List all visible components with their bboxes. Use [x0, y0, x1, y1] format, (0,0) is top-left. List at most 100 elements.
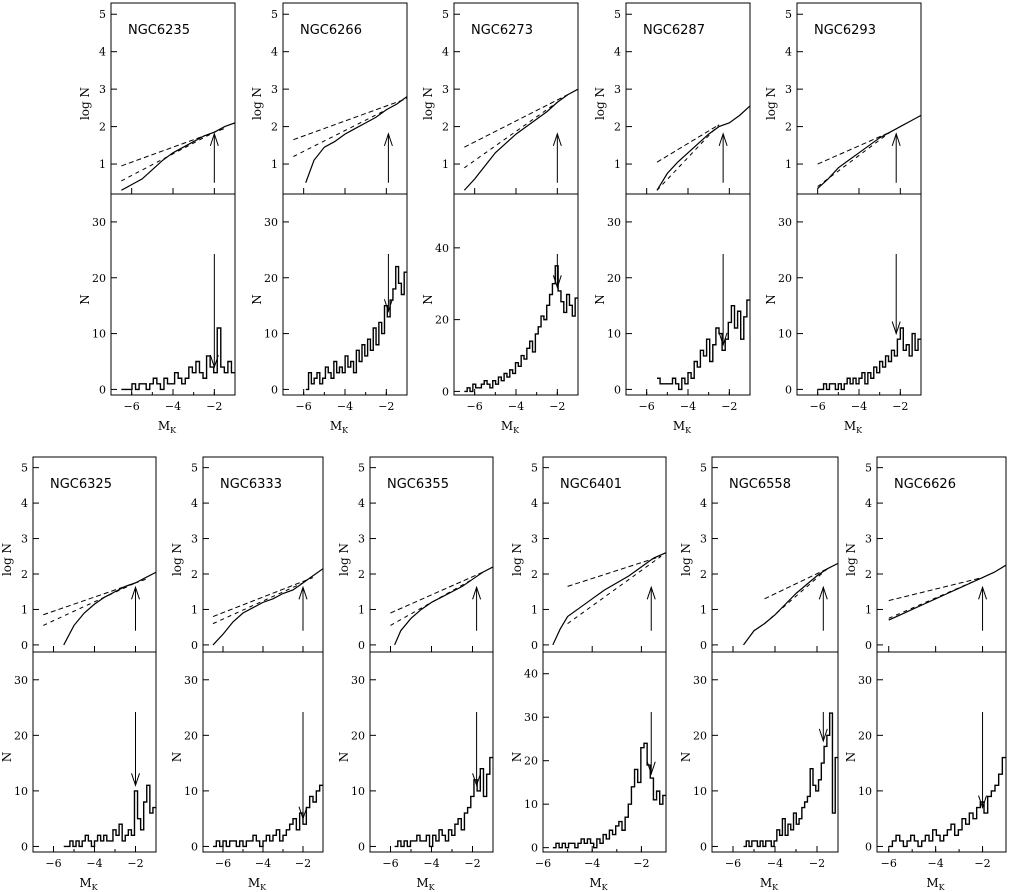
x-tick-label: −6 [382, 857, 398, 870]
y-tick-label-top: 0 [21, 639, 28, 652]
y-tick-label-top: 3 [271, 83, 278, 96]
luminosity-histogram [213, 784, 323, 848]
y-tick-label-bottom: 0 [785, 383, 792, 396]
y-tick-label-top: 3 [531, 533, 538, 546]
y-tick-label-bottom: 20 [184, 729, 198, 742]
panel-ngc6287: NGC6287 −6 −4 −2 1 2 3 4 5 0 10 20 30 MK log N N [593, 2, 751, 435]
panel-ngc6266: NGC6266 −6 −4 −2 1 2 3 4 5 0 10 20 30 MK log N N [250, 2, 408, 435]
y-axis-label-top: log N [250, 87, 264, 120]
y-tick-label-bottom: 20 [858, 729, 872, 742]
rgb-bump-arrow-up-head [891, 132, 901, 147]
rgb-bump-arrow-down-head [718, 332, 728, 347]
log-cumulative-line [394, 566, 493, 646]
x-tick-label: −4 [584, 857, 600, 870]
y-tick-label-top: 2 [358, 568, 365, 581]
y-tick-label-top: 1 [785, 158, 792, 171]
y-tick-label-bottom: 30 [693, 674, 707, 687]
x-axis-label: MK [501, 419, 520, 435]
y-tick-label-bottom: 10 [607, 328, 621, 341]
fit-bright-dashed-line [817, 131, 891, 165]
x-axis-label: MK [330, 419, 349, 435]
cluster-name: NGC6626 [894, 477, 956, 492]
x-tick-label: −2 [549, 400, 565, 413]
log-cumulative-line [888, 564, 1006, 621]
x-tick-label: −2 [809, 857, 825, 870]
x-tick-label: −4 [165, 400, 181, 413]
log-cumulative-line [743, 562, 838, 646]
y-tick-label-top: 1 [700, 603, 707, 616]
x-tick-label: −4 [255, 857, 271, 870]
y-tick-label-bottom: 30 [351, 674, 365, 687]
y-tick-label-top: 0 [700, 639, 707, 652]
y-tick-label-top: 2 [785, 121, 792, 134]
rgb-bump-arrow-down-head [646, 761, 656, 776]
y-tick-label-bottom: 10 [184, 785, 198, 798]
rgb-bump-arrow-down-head [383, 299, 393, 313]
y-axis-label-bottom: N [337, 752, 351, 763]
y-axis-label-top: log N [78, 87, 92, 120]
plot-area [656, 105, 750, 391]
luminosity-histogram [305, 265, 407, 391]
y-axis-label-top: log N [510, 543, 524, 576]
fit-faint-dashed-line [888, 577, 983, 619]
panel-ngc6626: NGC6626 −6 −4 −2 0 1 2 3 4 5 0 10 20 30 MK log N N [844, 456, 1007, 892]
x-axis-label: MK [416, 876, 435, 892]
fit-bright-dashed-line [293, 98, 407, 141]
plot-area [43, 571, 156, 848]
fit-bright-dashed-line [121, 127, 225, 167]
rgb-bump-arrow-up-head [383, 132, 393, 147]
cluster-name: NGC6235 [128, 23, 190, 38]
x-axis-label: MK [158, 419, 177, 435]
y-tick-label-top: 1 [271, 158, 278, 171]
y-axis-label-top: log N [0, 543, 14, 576]
y-tick-label-top: 1 [358, 603, 365, 616]
plot-area [390, 566, 493, 848]
x-tick-label: −6 [296, 400, 312, 413]
y-axis-label-bottom: N [250, 294, 264, 305]
panel-ngc6558: NGC6558 −6 −4 −2 0 1 2 3 4 5 0 10 20 30 MK log N N [679, 456, 839, 892]
y-tick-label-top: 1 [865, 603, 872, 616]
x-axis-label: MK [589, 876, 608, 892]
y-tick-label-top: 4 [191, 497, 198, 510]
fit-faint-dashed-line [817, 131, 891, 187]
y-tick-label-bottom: 10 [693, 785, 707, 798]
y-axis-label-top: log N [170, 543, 184, 576]
rgb-bump-arrow-down-head [472, 773, 482, 787]
y-tick-label-bottom: 0 [191, 840, 198, 853]
y-tick-label-bottom: 0 [442, 385, 449, 398]
cluster-name: NGC6325 [50, 477, 112, 492]
y-tick-label-top: 3 [21, 533, 28, 546]
y-axis-label-bottom: N [78, 294, 92, 305]
x-tick-label: −6 [725, 857, 741, 870]
x-tick-label: −2 [206, 400, 222, 413]
plot-area [817, 114, 921, 391]
x-tick-label: −2 [721, 400, 737, 413]
y-tick-label-bottom: 40 [435, 242, 449, 255]
y-tick-label-top: 5 [271, 8, 278, 21]
y-tick-label-top: 0 [358, 639, 365, 652]
y-axis-label-top: log N [421, 87, 435, 120]
bottom-frame [32, 651, 157, 853]
x-tick-label: −4 [928, 857, 944, 870]
plot-area [293, 96, 407, 391]
x-tick-label: −6 [810, 400, 826, 413]
cluster-name: NGC6355 [387, 477, 449, 492]
fit-bright-dashed-line [656, 124, 720, 163]
rgb-bump-arrow-up-head [646, 585, 656, 600]
x-tick-label: −4 [337, 400, 353, 413]
y-tick-label-bottom: 10 [92, 328, 106, 341]
y-tick-label-bottom: 0 [358, 840, 365, 853]
luminosity-histogram [657, 299, 750, 391]
x-tick-label: −2 [464, 857, 480, 870]
fit-bright-dashed-line [567, 555, 662, 587]
y-tick-label-top: 3 [99, 83, 106, 96]
rgb-bump-arrow-down-head [891, 321, 901, 336]
x-axis-label: MK [673, 419, 692, 435]
y-axis-label-bottom: N [593, 294, 607, 305]
y-tick-label-top: 2 [531, 568, 538, 581]
y-tick-label-bottom: 10 [524, 798, 538, 811]
log-cumulative-line [817, 114, 921, 189]
y-tick-label-bottom: 20 [351, 729, 365, 742]
cluster-name: NGC6558 [729, 477, 791, 492]
